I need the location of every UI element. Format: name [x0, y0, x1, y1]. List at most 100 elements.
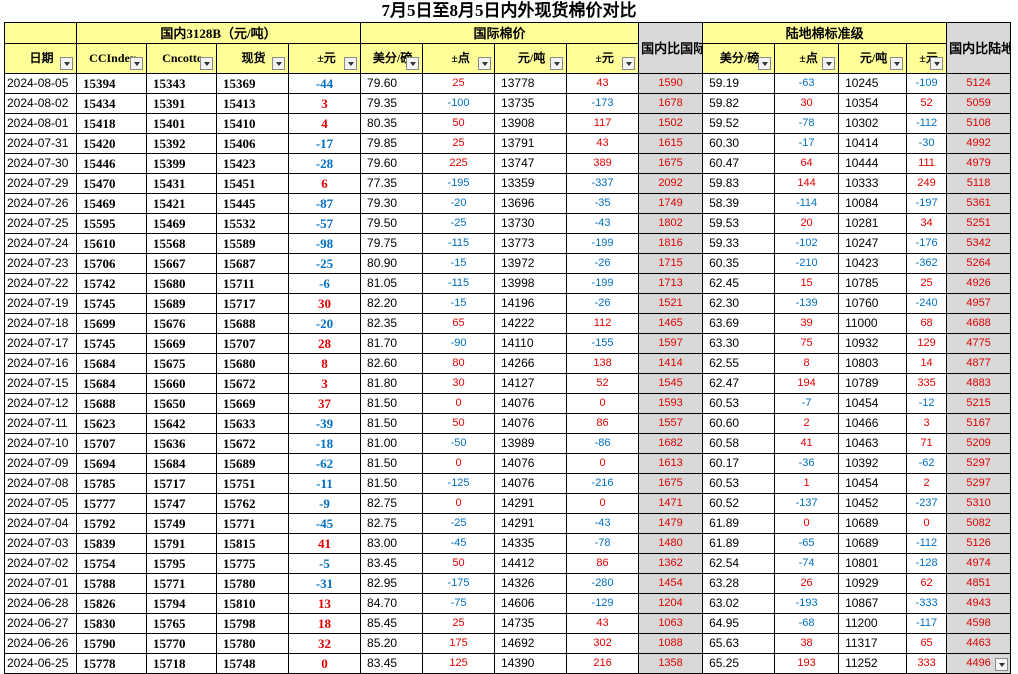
spot-cell[interactable]: 15406: [216, 133, 289, 154]
usd-lb-cell[interactable]: 84.70: [360, 593, 424, 614]
chg-cell[interactable]: -18: [287, 433, 362, 454]
chg3-cell[interactable]: 0: [906, 513, 948, 534]
ratio-intl-cell[interactable]: 2092: [638, 173, 704, 194]
ccindex-cell[interactable]: 15684: [76, 353, 147, 374]
date-cell[interactable]: 2024-07-03: [4, 533, 77, 554]
pts-cell[interactable]: 50: [422, 553, 496, 574]
cny-t2-cell[interactable]: 10867: [838, 593, 908, 614]
usd-lb-cell[interactable]: 79.35: [360, 93, 424, 114]
cny-t-cell[interactable]: 14692: [494, 633, 568, 654]
cny-t-cell[interactable]: 13730: [494, 213, 568, 234]
date-cell[interactable]: 2024-07-09: [4, 453, 77, 474]
ratio-landed-cell[interactable]: 4463: [946, 633, 1012, 654]
filter-dropdown-icon[interactable]: [344, 57, 358, 70]
cny-t-cell[interactable]: 13359: [494, 173, 568, 194]
spot-cell[interactable]: 15672: [216, 433, 289, 454]
chg2-cell[interactable]: 138: [566, 353, 640, 374]
pts-cell[interactable]: 0: [422, 393, 496, 414]
chg-cell[interactable]: 0: [287, 653, 362, 674]
date-cell[interactable]: 2024-07-22: [4, 273, 77, 294]
chg3-cell[interactable]: 249: [906, 173, 948, 194]
cncotton-cell[interactable]: 15401: [146, 113, 217, 134]
spot-cell[interactable]: 15815: [216, 533, 289, 554]
filter-dropdown-icon[interactable]: [622, 57, 636, 70]
spot-cell[interactable]: 15775: [216, 553, 289, 574]
usd-lb-cell[interactable]: 81.50: [360, 453, 424, 474]
pts-cell[interactable]: -25: [422, 513, 496, 534]
usd-lb2-cell[interactable]: 59.33: [702, 233, 776, 254]
cncotton-cell[interactable]: 15399: [146, 153, 217, 174]
chg-cell[interactable]: 4: [287, 113, 362, 134]
spot-cell[interactable]: 15410: [216, 113, 289, 134]
ratio-landed-cell[interactable]: 5108: [946, 113, 1012, 134]
ratio-intl-cell[interactable]: 1465: [638, 313, 704, 334]
spot-cell[interactable]: 15672: [216, 373, 289, 394]
cny-t-cell[interactable]: 14076: [494, 453, 568, 474]
usd-lb2-cell[interactable]: 59.19: [702, 73, 776, 94]
spot-cell[interactable]: 15717: [216, 293, 289, 314]
chg-cell[interactable]: -62: [287, 453, 362, 474]
pts2-cell[interactable]: 20: [774, 213, 840, 234]
chg2-cell[interactable]: -43: [566, 513, 640, 534]
pts-cell[interactable]: -45: [422, 533, 496, 554]
chg3-cell[interactable]: -197: [906, 193, 948, 214]
chg-cell[interactable]: -98: [287, 233, 362, 254]
cny-t-cell[interactable]: 14196: [494, 293, 568, 314]
ratio-landed-cell[interactable]: 5126: [946, 533, 1012, 554]
ratio-intl-cell[interactable]: 1675: [638, 473, 704, 494]
filter-dropdown-icon[interactable]: [272, 57, 285, 70]
date-cell[interactable]: 2024-07-24: [4, 233, 77, 254]
cny-t2-cell[interactable]: 10789: [838, 373, 908, 394]
pts-cell[interactable]: -115: [422, 273, 496, 294]
usd-lb2-cell[interactable]: 60.60: [702, 413, 776, 434]
ratio-intl-cell[interactable]: 1204: [638, 593, 704, 614]
ratio-intl-cell[interactable]: 1502: [638, 113, 704, 134]
cncotton-cell[interactable]: 15684: [146, 453, 217, 474]
spot-cell[interactable]: 15751: [216, 473, 289, 494]
chg-cell[interactable]: 32: [287, 633, 362, 654]
spot-cell[interactable]: 15413: [216, 93, 289, 114]
chg-cell[interactable]: -57: [287, 213, 362, 234]
cny-t-cell[interactable]: 13778: [494, 73, 568, 94]
pts2-cell[interactable]: -17: [774, 133, 840, 154]
ccindex-cell[interactable]: 15777: [76, 493, 147, 514]
ratio-intl-cell[interactable]: 1521: [638, 293, 704, 314]
pts2-cell[interactable]: -78: [774, 113, 840, 134]
cny-t2-cell[interactable]: 10245: [838, 73, 908, 94]
chg3-cell[interactable]: -237: [906, 493, 948, 514]
cny-t2-cell[interactable]: 10302: [838, 113, 908, 134]
ratio-landed-cell[interactable]: 4943: [946, 593, 1012, 614]
usd-lb2-cell[interactable]: 58.39: [702, 193, 776, 214]
ccindex-cell[interactable]: 15610: [76, 233, 147, 254]
usd-lb2-cell[interactable]: 59.52: [702, 113, 776, 134]
cncotton-cell[interactable]: 15791: [146, 533, 217, 554]
pts2-cell[interactable]: 39: [774, 313, 840, 334]
cncotton-cell[interactable]: 15771: [146, 573, 217, 594]
ratio-landed-cell[interactable]: 5167: [946, 413, 1012, 434]
spot-cell[interactable]: 15711: [216, 273, 289, 294]
ratio-landed-cell[interactable]: 4957: [946, 293, 1012, 314]
chg2-cell[interactable]: -43: [566, 213, 640, 234]
usd-lb-cell[interactable]: 82.75: [360, 513, 424, 534]
pts2-cell[interactable]: 8: [774, 353, 840, 374]
pts-cell[interactable]: -15: [422, 293, 496, 314]
usd-lb2-cell[interactable]: 60.47: [702, 153, 776, 174]
date-cell[interactable]: 2024-07-19: [4, 293, 77, 314]
pts2-cell[interactable]: 193: [774, 653, 840, 674]
usd-lb2-cell[interactable]: 60.17: [702, 453, 776, 474]
chg-cell[interactable]: 3: [287, 93, 362, 114]
date-cell[interactable]: 2024-06-25: [4, 653, 77, 674]
cncotton-cell[interactable]: 15717: [146, 473, 217, 494]
cny-t-cell[interactable]: 14076: [494, 393, 568, 414]
ccindex-cell[interactable]: 15788: [76, 573, 147, 594]
cny-t-cell[interactable]: 13998: [494, 273, 568, 294]
cny-t2-cell[interactable]: 10463: [838, 433, 908, 454]
chg3-cell[interactable]: 68: [906, 313, 948, 334]
ratio-landed-cell[interactable]: 5297: [946, 453, 1012, 474]
header-pts2[interactable]: ±点: [774, 43, 840, 74]
ratio-intl-cell[interactable]: 1802: [638, 213, 704, 234]
usd-lb-cell[interactable]: 85.20: [360, 633, 424, 654]
chg3-cell[interactable]: -128: [906, 553, 948, 574]
chg2-cell[interactable]: 43: [566, 613, 640, 634]
usd-lb-cell[interactable]: 81.80: [360, 373, 424, 394]
